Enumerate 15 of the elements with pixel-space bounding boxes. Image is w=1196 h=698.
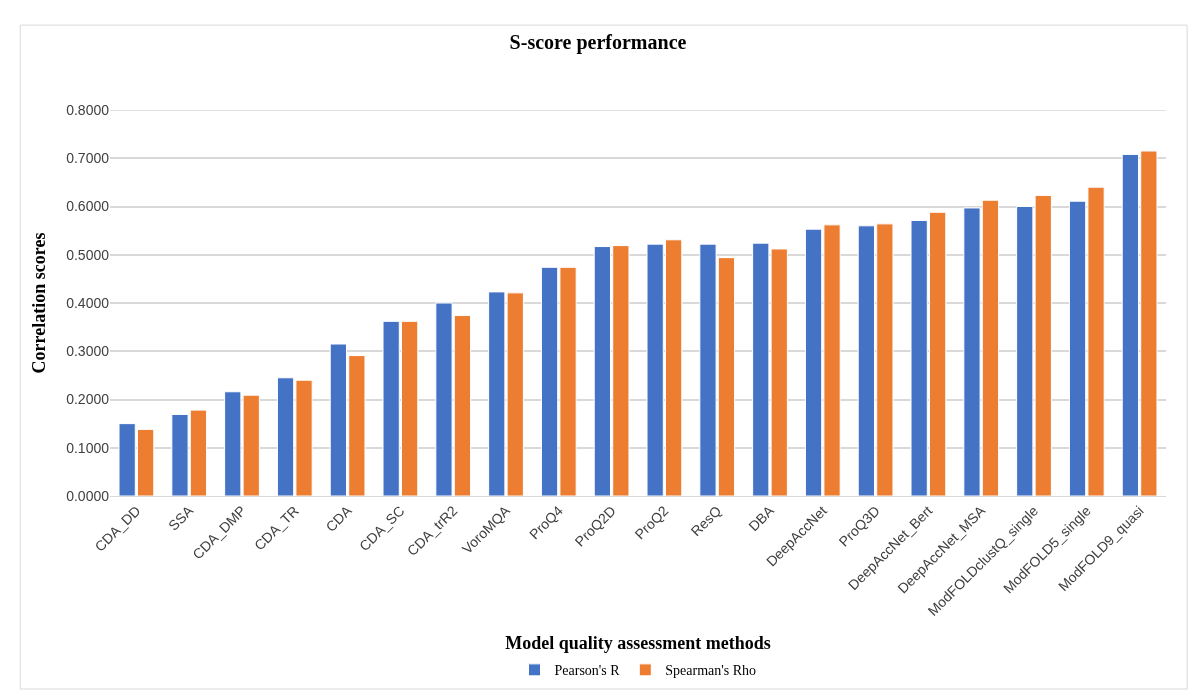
legend-label: Spearman's Rho bbox=[665, 663, 757, 679]
y-tick-label: 0.7000 bbox=[66, 150, 110, 167]
x-tick-label: SSA bbox=[165, 502, 197, 534]
y-tick-label: 0.8000 bbox=[66, 101, 110, 118]
x-axis-title: Model quality assessment methods bbox=[505, 633, 771, 654]
y-tick-label: 0.4000 bbox=[66, 294, 110, 311]
y-axis-title: Correlation scores bbox=[29, 232, 50, 374]
y-tick-label: 0.2000 bbox=[66, 391, 110, 408]
legend-label: Pearson's R bbox=[554, 663, 621, 679]
y-tick-label: 0.1000 bbox=[66, 439, 110, 456]
y-tick-label: 0.3000 bbox=[66, 343, 110, 360]
chart-title: S-score performance bbox=[509, 30, 687, 54]
y-tick-label: 0.0000 bbox=[66, 487, 110, 504]
y-tick-label: 0.6000 bbox=[66, 198, 110, 215]
y-tick-label: 0.5000 bbox=[66, 246, 110, 263]
